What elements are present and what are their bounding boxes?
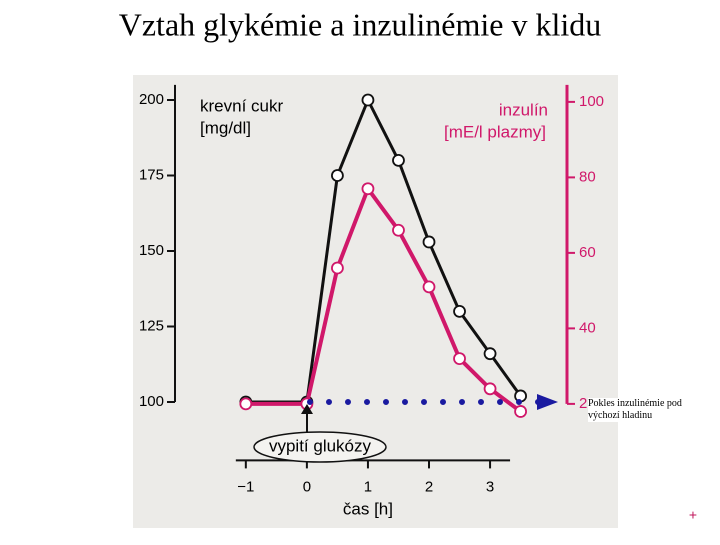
point: [361, 93, 375, 107]
point: [392, 223, 405, 237]
y2-tick-label: 60: [579, 244, 596, 261]
y-tick-label: 150: [139, 242, 164, 259]
y-tick-label: 200: [139, 91, 164, 108]
x-tick-label: −1: [237, 478, 254, 495]
x-tick-label: 2: [425, 478, 433, 495]
annotation: vypití glukózy: [269, 436, 372, 455]
series-name: inzulín: [499, 100, 548, 119]
series-name: krevní cukr: [200, 96, 283, 115]
point: [331, 261, 344, 275]
y2-tick-label: 40: [579, 319, 596, 336]
point: [239, 397, 253, 411]
baseline-arrowhead: [537, 394, 558, 410]
annotation-arrowhead: [301, 404, 313, 414]
point: [392, 153, 405, 167]
y-axis-label: [mg/dl]: [200, 118, 251, 137]
y-tick-label: 175: [139, 166, 164, 183]
note: Pokles inzulinémie pod výchozí hladinu: [588, 398, 703, 422]
x-tick-label: 0: [303, 478, 311, 495]
x-tick-label: 1: [364, 478, 372, 495]
x-tick-label: 3: [486, 478, 494, 495]
point: [453, 304, 466, 318]
point: [331, 169, 344, 182]
annotation-frame: [253, 431, 387, 463]
note-box: Pokles inzulinémie pod výchozí hladinu: [588, 398, 703, 422]
chart-title: Vztah glykémie a inzulinémie v klidu: [119, 6, 602, 42]
point: [514, 405, 527, 418]
point: [483, 382, 497, 396]
y2-axis-label: [mE/l plazmy]: [444, 122, 546, 141]
y-tick-label: 125: [139, 317, 164, 334]
point: [361, 182, 375, 196]
point: [422, 280, 436, 294]
y-tick-label: 100: [139, 393, 164, 410]
x-axis-label: čas [h]: [343, 499, 393, 518]
corner-mark: +: [689, 507, 697, 523]
y2-tick-label: 100: [579, 93, 604, 110]
y2-tick-label: 80: [579, 168, 596, 185]
point: [453, 352, 466, 365]
point: [483, 347, 497, 361]
point: [422, 235, 436, 249]
